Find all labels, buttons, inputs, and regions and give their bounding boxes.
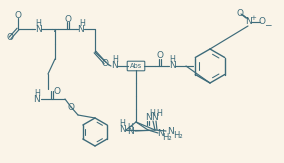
Text: O: O: [156, 52, 164, 60]
Text: O: O: [14, 10, 22, 20]
Text: N: N: [34, 95, 40, 104]
Text: H₂: H₂: [173, 131, 183, 140]
Text: O: O: [237, 9, 243, 18]
Text: N: N: [145, 113, 151, 123]
Text: H: H: [79, 18, 85, 28]
Text: H: H: [156, 110, 162, 119]
Text: O: O: [101, 59, 108, 67]
Text: H: H: [35, 18, 41, 28]
Text: O: O: [258, 17, 266, 27]
Text: H: H: [149, 110, 155, 119]
Text: N: N: [152, 113, 158, 123]
Text: Abs: Abs: [130, 63, 142, 69]
Text: N: N: [167, 126, 174, 135]
Text: H: H: [127, 123, 133, 132]
Text: N: N: [169, 61, 176, 71]
Text: O: O: [64, 15, 72, 23]
Text: N: N: [245, 17, 251, 27]
Text: H₂: H₂: [162, 133, 172, 142]
Text: −: −: [264, 21, 272, 30]
Text: N: N: [78, 24, 84, 34]
Text: +: +: [250, 15, 256, 21]
Text: N: N: [35, 24, 41, 34]
Text: H: H: [119, 119, 125, 128]
Text: O: O: [7, 34, 14, 43]
FancyBboxPatch shape: [127, 61, 145, 71]
Text: N: N: [119, 126, 125, 134]
Text: ,: ,: [53, 21, 57, 34]
Text: H: H: [34, 89, 40, 97]
Text: N: N: [127, 126, 134, 135]
Text: N: N: [156, 128, 163, 138]
Text: O: O: [53, 87, 60, 96]
Text: H: H: [112, 55, 118, 65]
Text: N: N: [111, 61, 117, 71]
Text: H: H: [169, 55, 175, 65]
Text: O: O: [68, 103, 74, 111]
